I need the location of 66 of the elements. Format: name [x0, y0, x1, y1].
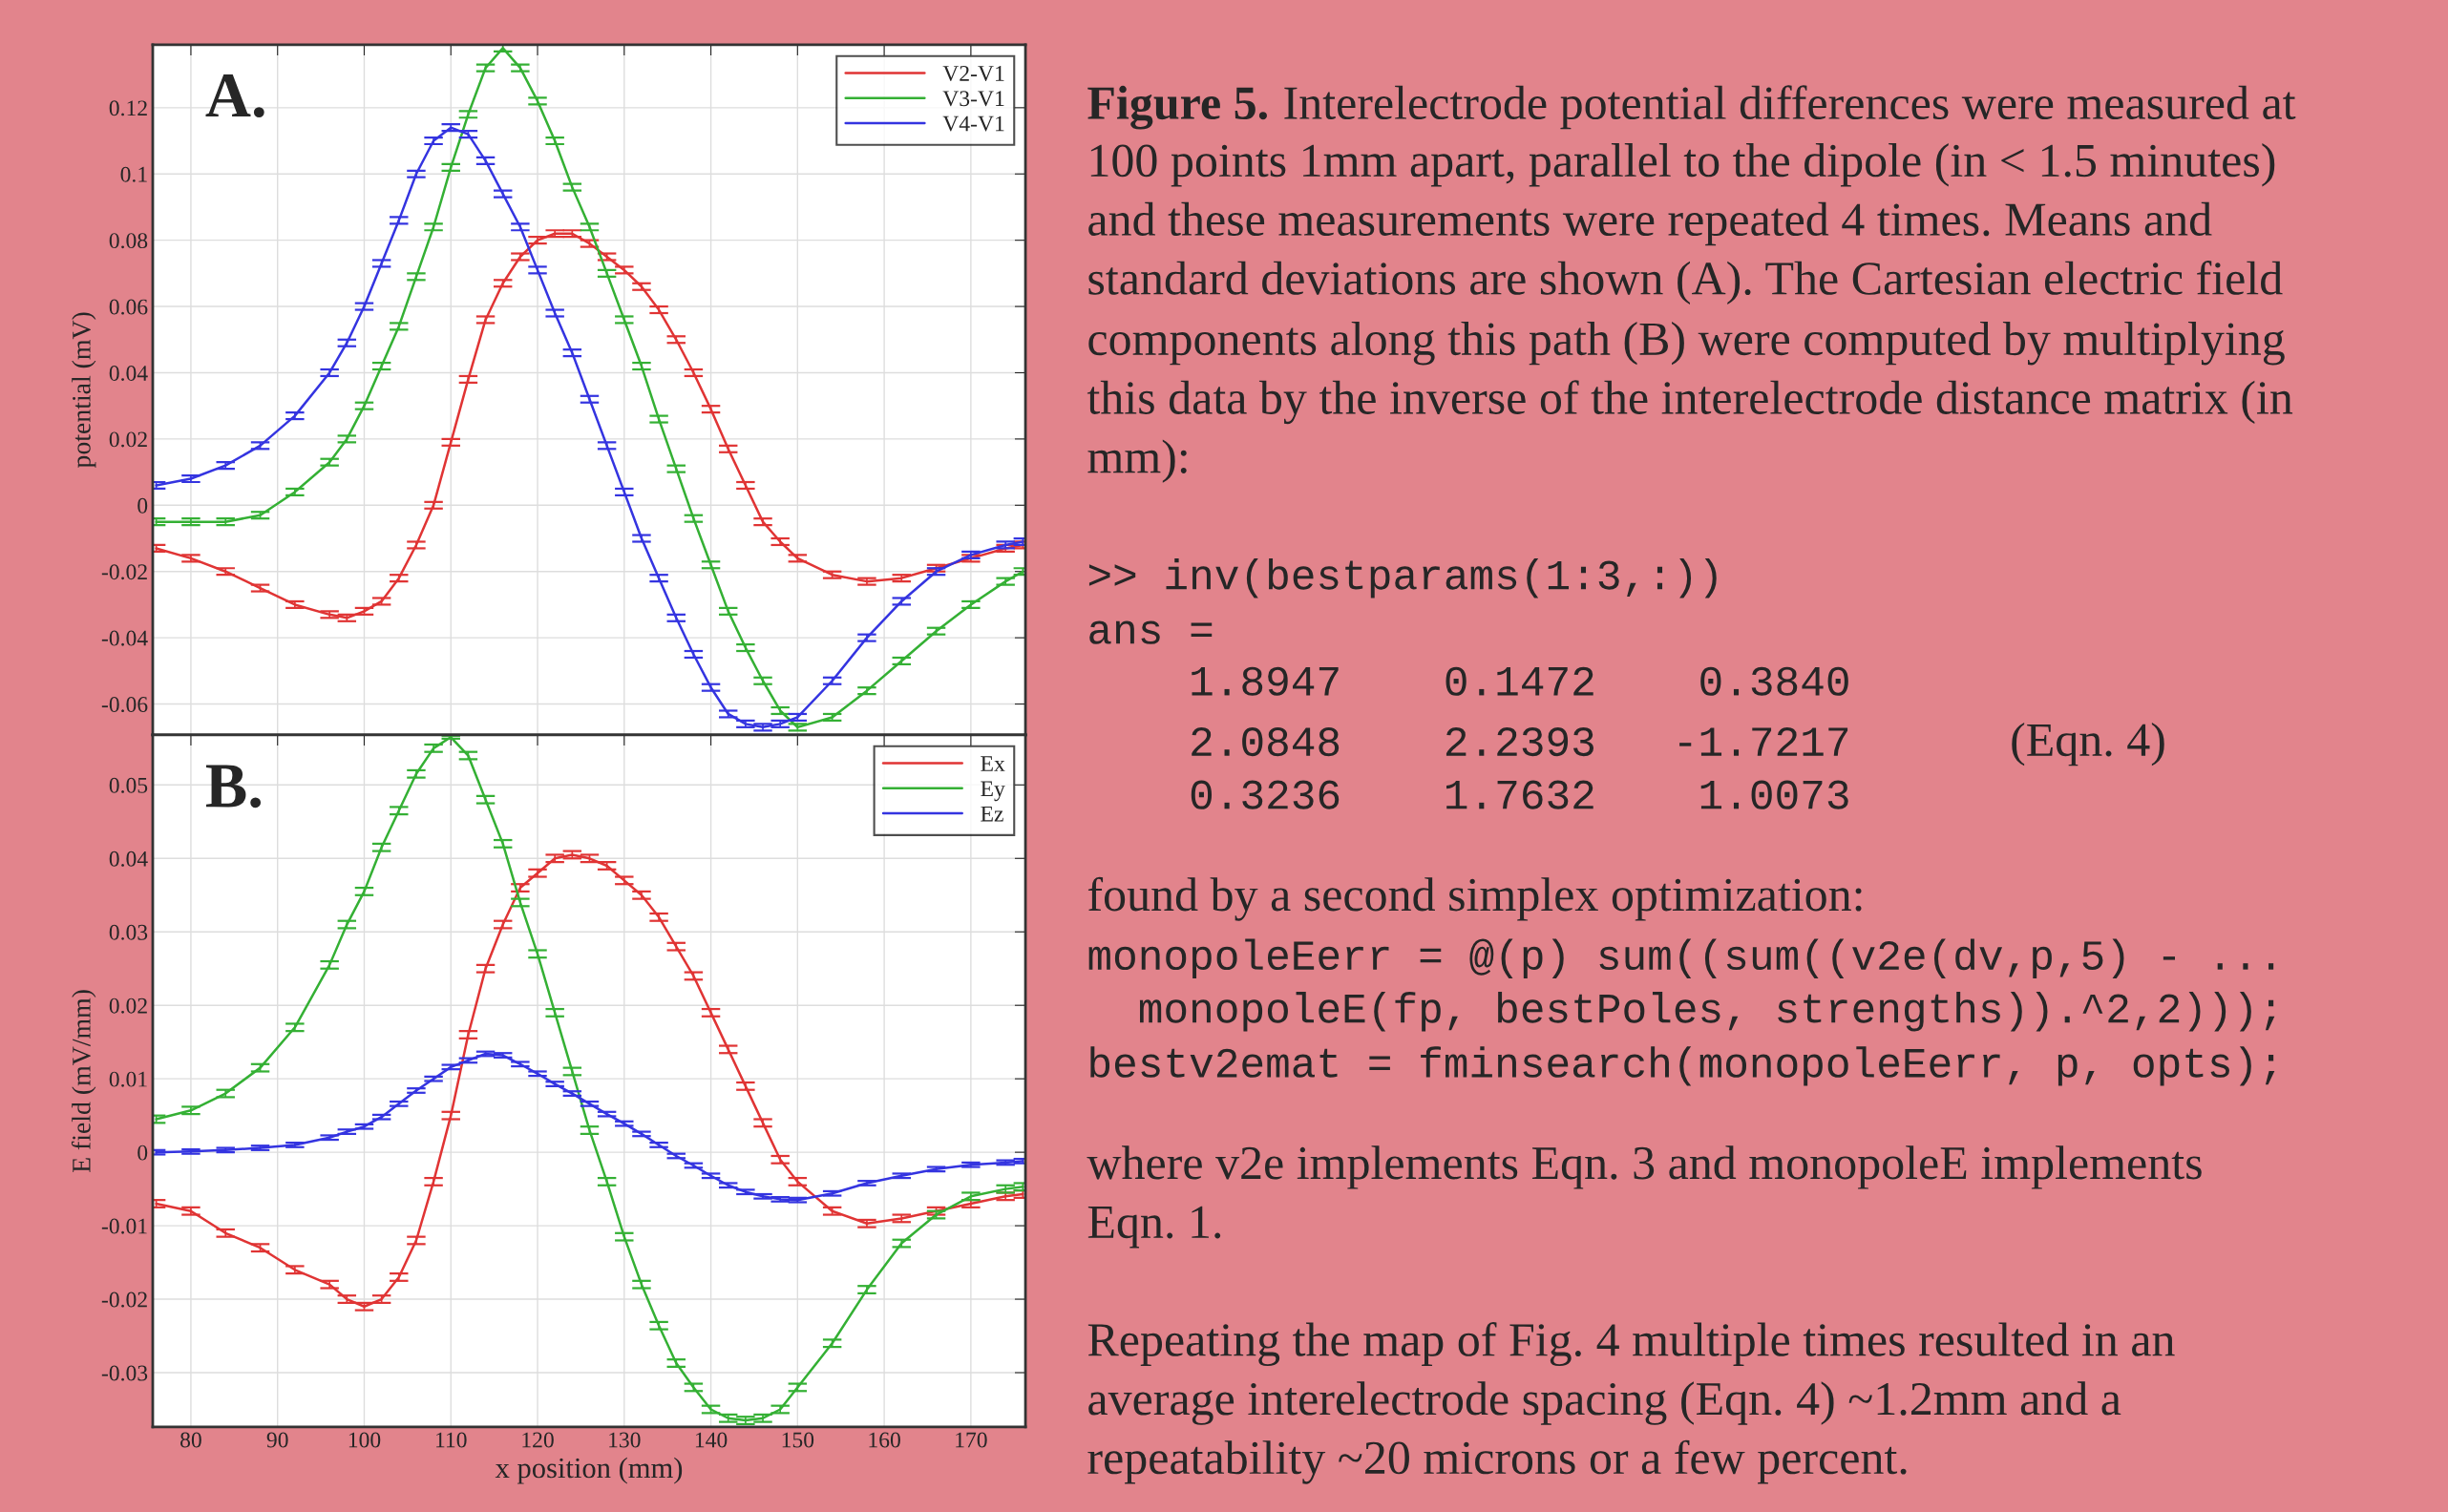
x-tick-label: 130 [609, 1432, 641, 1448]
text: Figure 5. [1087, 85, 1267, 130]
text: 1.8947 0.1472 0.3840 [1192, 666, 1848, 696]
text: >> inv(bestparams(1:3,:)) [1088, 558, 1717, 598]
y-tick-label: 0.06 [109, 299, 148, 315]
y-tick-label: -0.06 [101, 697, 148, 713]
text: ans = [1089, 620, 1213, 644]
text: bestv2emat = fminsearch(monopoleEerr, p, opts); [1090, 1046, 2275, 1086]
text: this data by the inverse of the interelectrode distance matrix (in [1087, 380, 2293, 425]
y-tick-label: 0.04 [109, 850, 148, 867]
y-tick-label: 0.01 [109, 1071, 147, 1087]
y-tick-label: 0.02 [109, 431, 147, 448]
text: components along this path (B) were computed by multiplying [1088, 321, 2285, 366]
line-series [155, 232, 1024, 620]
x-axis-title: x position (mm) [495, 1457, 683, 1484]
text: found by a second simplex optimization: [1087, 876, 1862, 921]
text: standard deviations are shown (A). The Cartesian electric field [1088, 261, 2283, 304]
x-tick-label: 90 [266, 1432, 288, 1448]
text: Interelectrode potential differences were measured at [1284, 85, 2296, 130]
text: 100 points 1mm apart, parallel to the dipole (in < 1.5 minutes) [1090, 143, 2275, 187]
y-tick-label: 0.04 [109, 365, 148, 382]
y-tick-label: 0.03 [109, 924, 148, 940]
x-tick-label: 100 [348, 1432, 381, 1448]
y-tick-label: -0.03 [101, 1365, 148, 1381]
y-tick-label: -0.02 [101, 1292, 147, 1308]
line-series [155, 853, 1024, 1309]
text: (Eqn. 4) [2012, 723, 2164, 766]
text: monopoleE(fp, bestPoles, strengths)).^2,2))); [1139, 992, 2275, 1032]
legend-label: Ex [981, 756, 1005, 771]
y-tick-label: 0.05 [109, 777, 148, 793]
text: average interelectrode spacing (Eqn. 4) ~1.2mm and a [1088, 1381, 2121, 1425]
x-tick-label: 120 [522, 1432, 554, 1448]
legend-label: Ey [981, 781, 1005, 802]
y-tick-label: 0.1 [120, 166, 147, 182]
y-axis-title: potential (mV) [72, 312, 96, 469]
x-tick-label: 170 [956, 1432, 987, 1448]
x-tick-label: 80 [180, 1432, 201, 1448]
y-axis-title: E field (mV/mm) [71, 990, 96, 1173]
legend-label: V3-V1 [942, 91, 1004, 107]
text: repeatability ~20 microns or a few percent. [1087, 1439, 1907, 1484]
y-tick-label: 0.12 [109, 100, 147, 116]
legend-label: V4-V1 [942, 116, 1004, 132]
text: Repeating the map of Fig. 4 multiple times resulted in an [1087, 1322, 2175, 1367]
text: Eqn. 1. [1087, 1206, 1221, 1249]
y-tick-label: -0.02 [101, 564, 147, 580]
y-tick-label: -0.01 [101, 1218, 147, 1234]
x-tick-label: 140 [695, 1432, 728, 1448]
x-tick-label: 110 [436, 1432, 467, 1448]
y-tick-label: -0.04 [101, 630, 148, 646]
text: 2.0848 2.2393 -1.7217 [1192, 726, 1848, 757]
y-tick-label: 0.08 [109, 233, 148, 249]
x-tick-label: 160 [869, 1432, 900, 1448]
text: mm): [1087, 439, 1187, 483]
annotation: A. [205, 74, 264, 118]
annotation: B. [205, 765, 262, 808]
line-series [155, 736, 1024, 1422]
text: monopoleEerr = @(p) sum((sum((v2e(dv,p,5) - ... [1088, 938, 2274, 978]
y-tick-label: 0 [137, 497, 148, 514]
legend-label: Ez [981, 806, 1003, 822]
y-tick-label: 0.02 [109, 998, 147, 1014]
text: and these measurements were repeated 4 times. Means and [1088, 201, 2212, 246]
legend-label: V2-V1 [942, 66, 1004, 82]
x-tick-label: 150 [782, 1432, 814, 1448]
text: 0.3236 1.7632 1.0073 [1191, 780, 1848, 809]
text: where v2e implements Eqn. 3 and monopoleE implements [1087, 1145, 2202, 1189]
y-tick-label: 0 [137, 1144, 148, 1161]
